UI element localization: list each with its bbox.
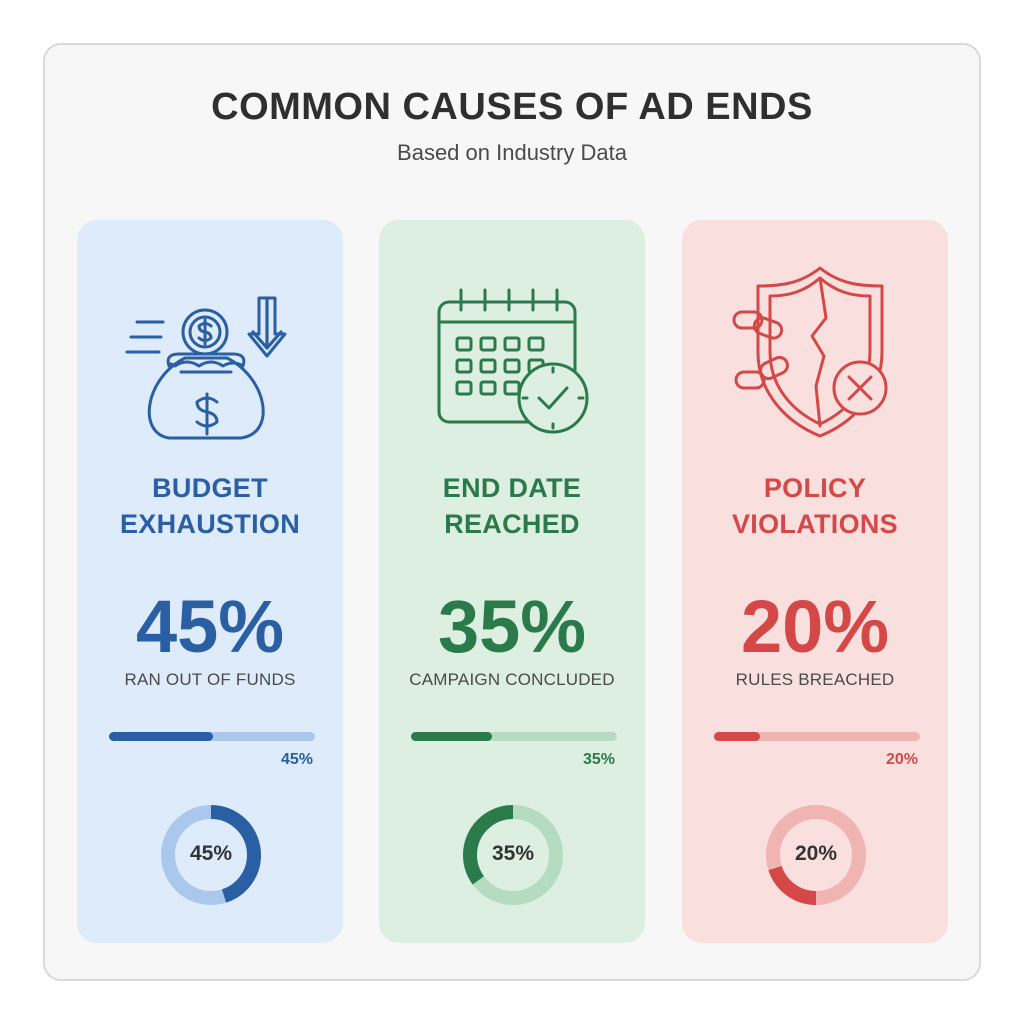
card-caption: CAMPAIGN CONCLUDED: [409, 670, 615, 689]
card-value: 20%: [740, 585, 890, 668]
progress-label: 45%: [280, 751, 313, 768]
progress-track: [714, 732, 920, 741]
card-value: 35%: [437, 585, 587, 668]
donut-arc: [463, 805, 563, 905]
card-budget-exhaustion: BUDGET EXHAUSTION 45% RAN OUT OF FUNDS 4…: [77, 220, 343, 943]
page-title: COMMON CAUSES OF AD ENDS: [211, 86, 813, 128]
donut-label: 20%: [794, 842, 838, 865]
progress-fill: [714, 732, 760, 741]
card-label-line2: EXHAUSTION: [119, 509, 301, 539]
donut-chart: [463, 805, 563, 905]
donut-arc: [161, 805, 261, 905]
calendar-check-icon: [437, 288, 589, 434]
card-value: 45%: [135, 585, 285, 668]
progress-track: [411, 732, 617, 741]
donut-label: 35%: [491, 842, 535, 865]
money-bag-icon: [125, 296, 287, 440]
page-subtitle: Based on Industry Data: [397, 140, 627, 165]
card-end-date-reached: END DATE REACHED 35% CAMPAIGN CONCLUDED …: [379, 220, 645, 943]
card-label: POLICY VIOLATIONS: [682, 470, 948, 542]
progress-label: 20%: [885, 751, 918, 768]
card-label-line2: VIOLATIONS: [731, 509, 898, 539]
card-label: BUDGET EXHAUSTION: [77, 470, 343, 542]
broken-shield-icon: [732, 266, 888, 438]
progress-track: [109, 732, 315, 741]
donut-chart: [161, 805, 261, 905]
card-policy-violations: POLICY VIOLATIONS 20% RULES BREACHED 20%…: [682, 220, 948, 943]
donut-arc: [766, 805, 866, 905]
card-label-line1: BUDGET: [152, 473, 268, 503]
card-label: END DATE REACHED: [379, 470, 645, 542]
card-label-line1: POLICY: [763, 473, 867, 503]
progress-fill: [411, 732, 492, 741]
progress-fill: [109, 732, 213, 741]
card-label-line1: END DATE: [442, 473, 582, 503]
card-label-line2: REACHED: [444, 509, 580, 539]
donut-chart: [766, 805, 866, 905]
card-caption: RULES BREACHED: [735, 670, 895, 689]
card-caption: RAN OUT OF FUNDS: [124, 670, 296, 689]
donut-label: 45%: [189, 842, 233, 865]
progress-label: 35%: [582, 751, 615, 768]
